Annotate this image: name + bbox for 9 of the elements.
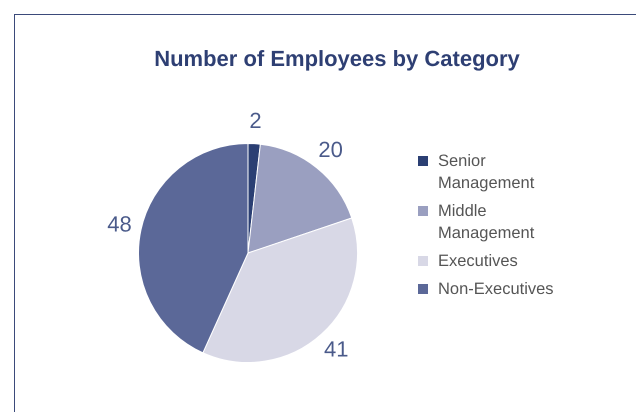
data-label: 41: [324, 336, 349, 362]
data-label: 48: [107, 211, 132, 236]
data-label: 2: [249, 108, 262, 133]
legend-label: Executives: [438, 251, 518, 272]
chart-title: Number of Employees by Category: [153, 46, 521, 72]
data-label: 20: [318, 136, 343, 162]
legend-label: Non-Executives: [438, 279, 554, 300]
legend-label: Senior Management: [438, 151, 536, 194]
legend-label: Middle Management: [438, 201, 536, 244]
